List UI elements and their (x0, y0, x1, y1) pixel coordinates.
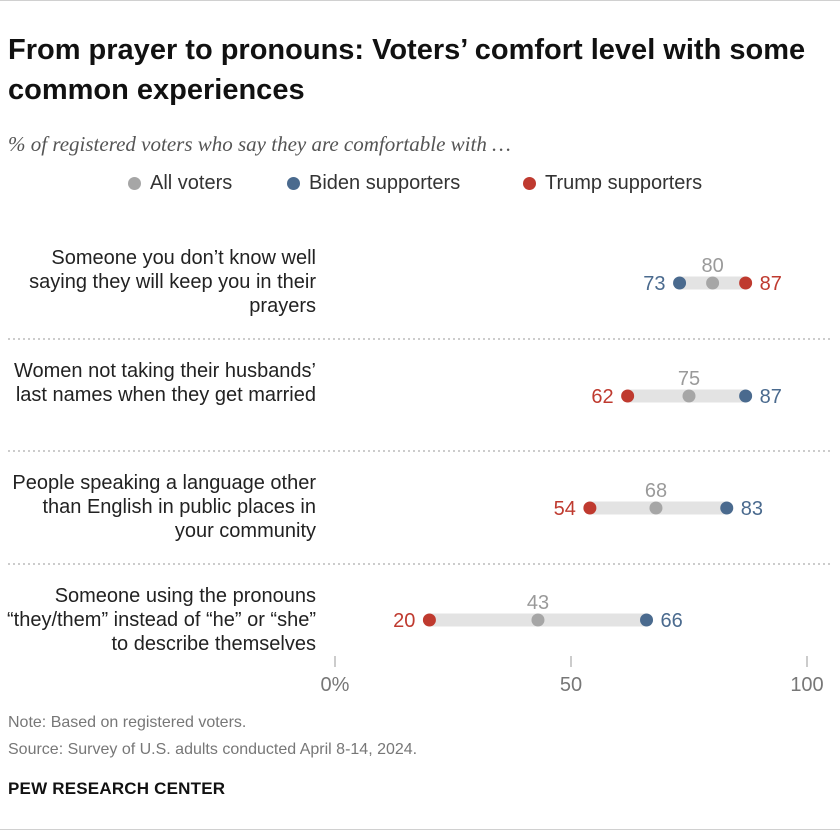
legend-dot-all-voters (128, 177, 141, 190)
data-label-all-voters: 80 (701, 255, 723, 277)
data-label-trump: 87 (760, 273, 782, 295)
point-biden (640, 613, 654, 627)
row-label-3: People speaking a language other than En… (12, 472, 316, 542)
legend-item-all-voters: All voters (128, 172, 232, 195)
legend-item-trump: Trump supporters (523, 172, 702, 195)
data-label-all-voters: 43 (527, 592, 549, 614)
point-all-voters (682, 389, 696, 403)
source-text: Source: Survey of U.S. adults conducted … (8, 741, 418, 758)
bottom-rule (0, 829, 840, 830)
point-biden (673, 276, 687, 290)
legend-label-trump: Trump supporters (545, 172, 703, 194)
data-label-trump: 20 (393, 610, 415, 632)
point-trump (583, 501, 597, 515)
legend-label-biden: Biden supporters (309, 172, 461, 194)
x-tick-label: 0% (321, 674, 350, 696)
x-tick-label: 50 (560, 674, 582, 696)
point-trump (422, 613, 436, 627)
legend-dot-biden (287, 177, 300, 190)
point-biden (739, 389, 753, 403)
point-trump (739, 276, 753, 290)
point-all-voters (706, 276, 720, 290)
row-label-1: Someone you don’t know well saying they … (29, 247, 316, 317)
legend-dot-trump (523, 177, 536, 190)
point-all-voters (649, 501, 663, 515)
data-label-trump: 54 (554, 498, 576, 520)
data-label-trump: 62 (591, 386, 613, 408)
point-all-voters (531, 613, 545, 627)
top-rule (0, 0, 840, 1)
chart-subtitle: % of registered voters who say they are … (8, 132, 511, 156)
data-label-biden: 73 (643, 273, 665, 295)
brand-logo-text: PEW RESEARCH CENTER (8, 779, 226, 798)
data-label-biden: 66 (661, 610, 683, 632)
data-label-biden: 83 (741, 498, 763, 520)
legend-item-biden: Biden supporters (287, 172, 460, 195)
chart-title: From prayer to pronouns: Voters’ comfort… (8, 34, 806, 106)
legend-label-all-voters: All voters (150, 172, 233, 194)
data-label-all-voters: 68 (645, 480, 667, 502)
data-label-all-voters: 75 (678, 368, 700, 390)
point-trump (621, 389, 635, 403)
row-label-4: Someone using the pronouns “they/them” i… (6, 585, 316, 655)
row-label-2: Women not taking their husbands’ last na… (13, 360, 316, 406)
x-tick-label: 100 (790, 674, 823, 696)
note-text: Note: Based on registered voters. (8, 714, 247, 731)
legend: All voters Biden supporters Trump suppor… (0, 172, 840, 202)
point-biden (720, 501, 734, 515)
data-label-biden: 87 (760, 386, 782, 408)
